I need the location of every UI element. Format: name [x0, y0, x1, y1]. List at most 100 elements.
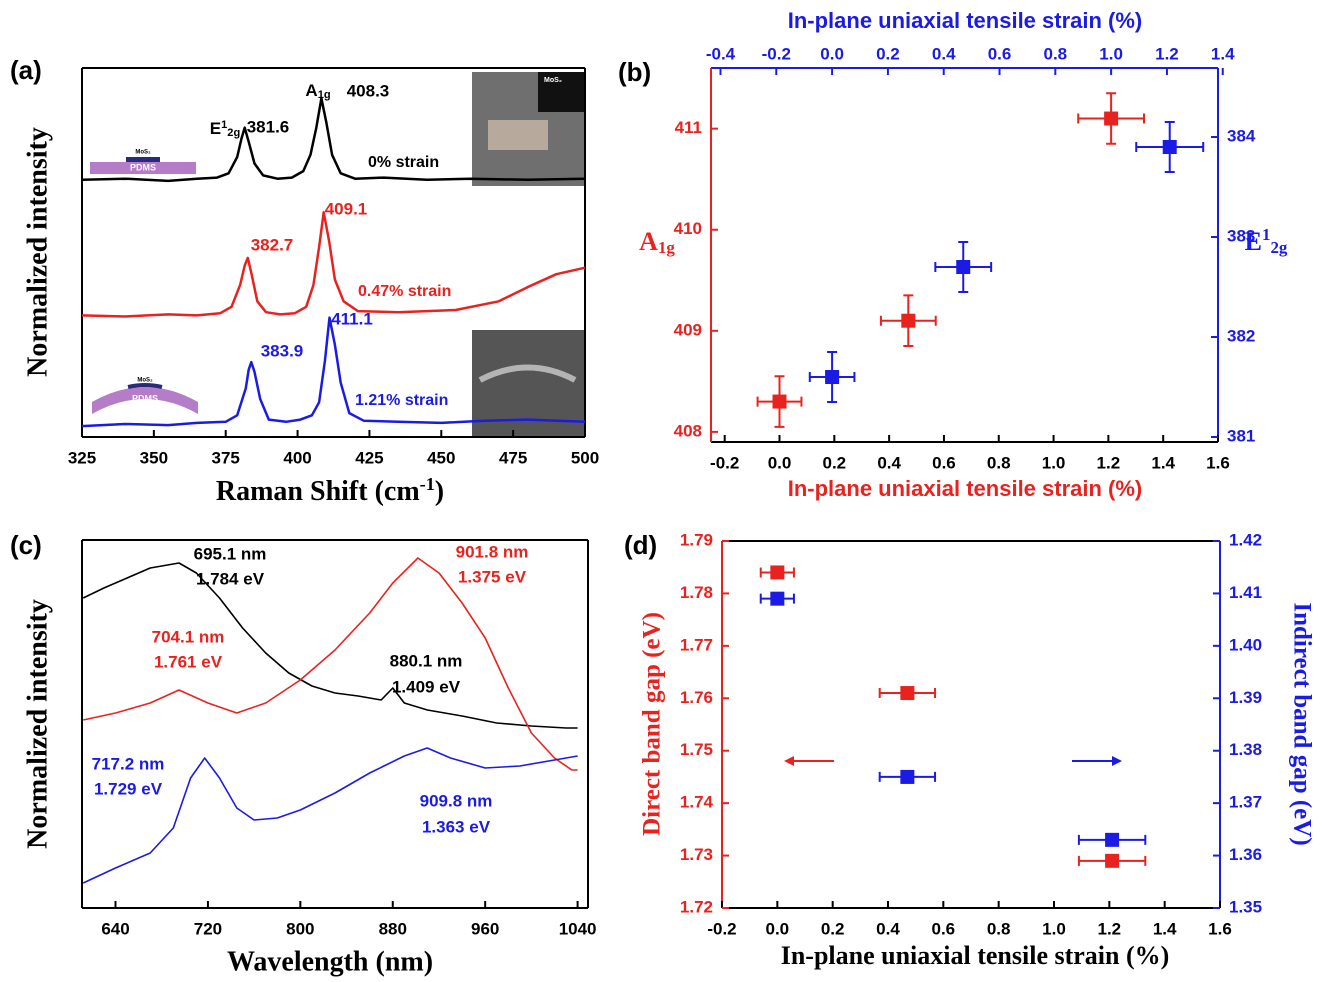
x-tick-label: 960 — [471, 919, 499, 938]
inset-hand — [488, 120, 548, 150]
panel-label: (d) — [624, 530, 657, 560]
axis-title: Direct band gap (eV) — [639, 612, 666, 836]
annotation: 1.409 eV — [392, 677, 461, 696]
x-tick-label: -0.2 — [710, 453, 739, 472]
x-tick-label: 500 — [571, 448, 599, 467]
annotation: 695.1 nm — [194, 544, 267, 563]
annotation: 382.7 — [251, 235, 294, 254]
panel-label: (c) — [10, 530, 42, 560]
x-tick-label: 1.2 — [1098, 919, 1122, 938]
x-tick-label: 425 — [355, 448, 383, 467]
text-part: A — [305, 81, 317, 100]
x-tick-label: 0.8 — [987, 919, 1011, 938]
spectrum-line — [82, 747, 578, 884]
x-tick-label: 1.0 — [1042, 919, 1066, 938]
axis-title: E12g — [1245, 225, 1288, 257]
y2-tick-label: 1.37 — [1229, 793, 1262, 812]
x2-tick-label: 0.4 — [932, 44, 956, 63]
point — [900, 769, 915, 784]
series-label: 0.47% strain — [358, 283, 451, 300]
x-tick-label: 1040 — [559, 919, 597, 938]
y-tick-label: 410 — [674, 219, 702, 238]
x-tick-label: 0.2 — [823, 453, 847, 472]
annotation: 717.2 nm — [92, 754, 165, 773]
x2-tick-label: -0.4 — [706, 44, 736, 63]
y-tick-label: 411 — [675, 118, 702, 137]
x-tick-label: 0.0 — [768, 453, 792, 472]
spectrum-line — [81, 97, 586, 183]
inset-film — [478, 364, 577, 383]
axis-title: Indirect band gap (eV) — [1288, 602, 1315, 845]
text-part: 1 — [221, 119, 227, 131]
arrow-head — [1112, 756, 1122, 766]
x-tick-label: 1.6 — [1208, 919, 1232, 938]
y2-tick-label: 1.35 — [1229, 897, 1262, 916]
point — [1105, 832, 1120, 847]
text-part: 2g — [227, 127, 240, 139]
y2-tick-label: 1.41 — [1229, 583, 1262, 602]
panel-label: (a) — [10, 55, 42, 85]
x-tick-label: -0.2 — [707, 919, 736, 938]
text-part: E — [210, 119, 221, 138]
annotation: 880.1 nm — [390, 651, 463, 670]
x2-tick-label: 1.4 — [1211, 44, 1235, 63]
point — [825, 370, 840, 384]
axis-title: Normalized intensity — [22, 127, 53, 377]
x-tick-label: 880 — [379, 919, 407, 938]
y2-tick-label: 384 — [1227, 126, 1256, 145]
axis-title: Wavelength (nm) — [227, 946, 433, 977]
point — [1104, 111, 1119, 126]
point — [1162, 140, 1177, 154]
x2-tick-label: 1.2 — [1155, 44, 1179, 63]
series-label: 1.21% strain — [355, 392, 448, 409]
annotation: 1.784 eV — [196, 569, 265, 588]
x-tick-label: 0.4 — [876, 919, 900, 938]
x-tick-label: 375 — [212, 448, 240, 467]
annotation: 411.1 — [331, 309, 373, 328]
y2-tick-label: 1.36 — [1229, 845, 1262, 864]
text-part: 2g — [1270, 238, 1287, 257]
x-tick-label: 0.6 — [932, 453, 956, 472]
annotation: 381.6 — [247, 117, 290, 136]
annotation: 1.729 eV — [94, 779, 163, 798]
point — [956, 260, 971, 274]
text-part: ) — [435, 476, 444, 507]
spectrum-line — [81, 316, 586, 428]
x-tick-label: 350 — [140, 448, 168, 467]
point — [772, 394, 787, 409]
y-tick-label: 1.74 — [680, 793, 714, 812]
x-tick-label: 0.6 — [932, 919, 956, 938]
spectrum-line — [81, 211, 586, 318]
annotation: 704.1 nm — [152, 627, 225, 646]
point — [770, 565, 785, 580]
annotation: E12g — [210, 119, 241, 139]
x2-tick-label: 1.0 — [1099, 44, 1123, 63]
y-tick-label: 408 — [674, 421, 702, 440]
x-tick-label: 0.4 — [877, 453, 901, 472]
x2-tick-label: 0.6 — [988, 44, 1012, 63]
x-tick-label: 1.0 — [1042, 453, 1066, 472]
x2-tick-label: 0.0 — [820, 44, 844, 63]
y-tick-label: 1.75 — [680, 740, 713, 759]
text-part: 1g — [658, 238, 675, 257]
y-tick-label: 1.76 — [680, 688, 713, 707]
spectrum-line — [82, 562, 578, 729]
text-part: 1 — [1262, 225, 1270, 244]
annotation: 408.3 — [347, 81, 390, 100]
annotation: 909.8 nm — [420, 791, 493, 810]
panel-label: (b) — [618, 57, 651, 87]
y-tick-label: 1.79 — [680, 530, 713, 549]
inset-label: PDMS — [130, 162, 156, 172]
x-tick-label: 640 — [101, 919, 129, 938]
y2-tick-label: 382 — [1227, 326, 1255, 345]
pdms-diagram — [90, 162, 196, 174]
y-tick-label: 1.77 — [680, 635, 713, 654]
x-tick-label: 1.4 — [1153, 919, 1177, 938]
x-tick-label: 1.4 — [1151, 453, 1175, 472]
annotation: 383.9 — [261, 341, 304, 360]
point — [900, 686, 915, 701]
text-part: 1g — [318, 89, 331, 101]
point — [770, 591, 785, 606]
axis-title: Raman Shift (cm-1) — [216, 474, 444, 507]
